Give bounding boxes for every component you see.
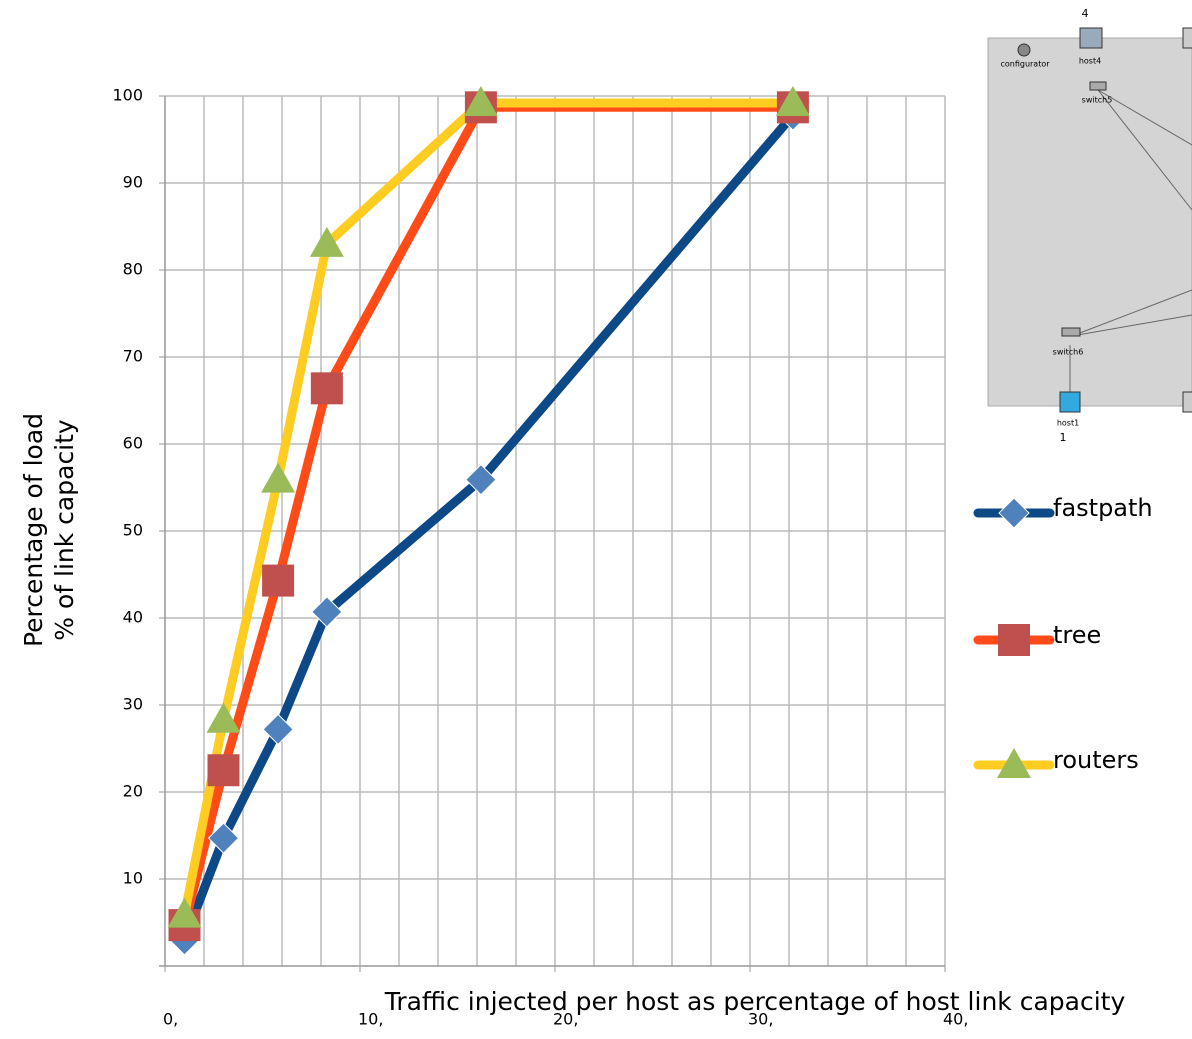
marker [261,463,295,493]
y-axis-title: Percentage of load [19,413,48,647]
marker [263,714,293,744]
configurator-icon [1018,44,1030,56]
x-tick-label: 0, [163,1010,178,1029]
series-line [185,107,793,925]
y-tick-label: 10 [123,869,143,888]
x-tick-label: 20, [553,1010,578,1029]
x-tick-label: 30, [748,1010,773,1029]
node-label: switch6 [1053,348,1084,357]
x-tick-label: 40, [943,1010,968,1029]
legend-label: tree [1053,621,1101,649]
node-label: host4 [1079,57,1101,66]
legend-marker [999,498,1029,528]
y-tick-label: 20 [123,782,143,801]
y-tick-label: 30 [123,695,143,714]
host-icon [1183,392,1192,412]
host-number: 4 [1082,7,1089,20]
legend-marker [998,624,1030,656]
y-tick-label: 90 [123,173,143,192]
node-label: switch5 [1082,96,1113,105]
series-line [185,115,793,940]
marker [208,754,240,786]
switch-icon [1090,82,1106,90]
host-icon [1183,28,1192,48]
inset-screenshot: 4 configurator host4 switch5 switch6 hos… [988,7,1192,444]
y-tick-label: 40 [123,608,143,627]
host-icon [1080,28,1102,48]
y-tick-label: 100 [112,86,143,105]
node-label: configurator [1000,60,1050,69]
host-icon [1060,392,1080,412]
switch-icon [1062,328,1080,336]
inset-background [988,38,1192,406]
chart: 4 configurator host4 switch5 switch6 hos… [0,0,1192,1039]
y-axis-title: % of link capacity [50,419,79,641]
y-tick-label: 50 [123,521,143,540]
marker [262,565,294,597]
marker [311,372,343,404]
x-tick-label: 10, [358,1010,383,1029]
y-tick-label: 70 [123,347,143,366]
node-label: host1 [1057,419,1079,428]
legend-label: fastpath [1053,494,1153,522]
y-tick-label: 60 [123,434,143,453]
legend-label: routers [1053,746,1139,774]
y-tick-label: 80 [123,260,143,279]
host-number: 1 [1060,431,1067,444]
